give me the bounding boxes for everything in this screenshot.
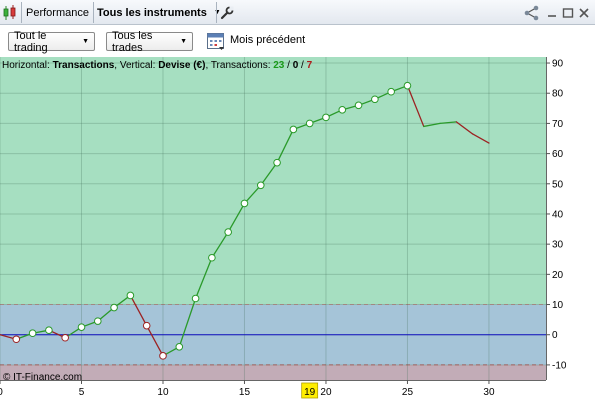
x-tick-label: 25 bbox=[402, 387, 414, 398]
y-tick-label: 50 bbox=[552, 179, 564, 190]
equity-segment bbox=[472, 133, 490, 144]
y-tick-label: 0 bbox=[552, 330, 558, 341]
trade-point[interactable] bbox=[208, 253, 216, 262]
equity-segment bbox=[227, 202, 246, 233]
instrument-selector[interactable]: Tous les instruments ▼ bbox=[97, 1, 221, 24]
x-tick-label: 10 bbox=[157, 387, 169, 398]
trade-point[interactable] bbox=[371, 95, 379, 104]
horizontal-value: Transactions bbox=[53, 60, 115, 71]
vertical-prefix: , Vertical: bbox=[114, 60, 158, 71]
trade-point[interactable] bbox=[289, 125, 298, 134]
equity-segment bbox=[129, 294, 148, 327]
slash-separator: / bbox=[284, 60, 292, 71]
trade-point[interactable] bbox=[305, 119, 314, 128]
x-tick-label: 15 bbox=[239, 387, 251, 398]
x-tick-label: 20 bbox=[320, 387, 332, 398]
equity-segment bbox=[146, 325, 164, 357]
trade-point[interactable] bbox=[256, 181, 265, 190]
trade-point[interactable] bbox=[93, 317, 102, 325]
loss-zone bbox=[0, 364, 546, 380]
trade-point[interactable] bbox=[240, 199, 249, 208]
title-bar: Performance Tous les instruments ▼ bbox=[0, 0, 595, 25]
calendar-icon[interactable] bbox=[206, 31, 226, 54]
trading-filter-label: Tout le trading bbox=[14, 29, 48, 54]
title-separator bbox=[93, 2, 94, 23]
minimize-icon[interactable] bbox=[546, 1, 560, 24]
x-tick-label: 5 bbox=[79, 387, 85, 398]
maximize-icon[interactable] bbox=[562, 1, 576, 24]
close-icon[interactable] bbox=[578, 1, 592, 24]
slash-separator: / bbox=[298, 60, 306, 71]
equity-segment bbox=[178, 297, 197, 348]
y-tick-label: 60 bbox=[552, 149, 564, 160]
transactions-prefix: , Transactions: bbox=[205, 60, 273, 71]
trade-point[interactable] bbox=[354, 101, 363, 110]
y-tick-label: 90 bbox=[552, 59, 564, 70]
instrument-selector-label: Tous les instruments bbox=[97, 6, 207, 19]
transactions-neutral: 0 bbox=[293, 60, 299, 71]
toolbar: Tout le trading ▼ Tous les trades ▼ Mois… bbox=[0, 25, 595, 57]
horizontal-prefix: Horizontal: bbox=[2, 60, 53, 71]
trade-point[interactable] bbox=[322, 113, 330, 122]
wrench-icon[interactable] bbox=[220, 1, 236, 24]
equity-segment bbox=[260, 162, 278, 186]
equity-segment bbox=[194, 257, 213, 300]
y-tick-label: 20 bbox=[552, 270, 564, 281]
y-tick-label: 80 bbox=[552, 89, 564, 100]
transactions-losing: 7 bbox=[307, 60, 313, 71]
equity-segment bbox=[243, 184, 262, 205]
y-tick-label: 30 bbox=[552, 240, 564, 251]
trade-point[interactable] bbox=[175, 342, 184, 351]
y-tick-label: 40 bbox=[552, 209, 564, 220]
trade-point[interactable] bbox=[191, 294, 200, 303]
vertical-value: Devise (€) bbox=[158, 60, 205, 71]
trade-point[interactable] bbox=[28, 329, 37, 338]
trade-point[interactable] bbox=[45, 326, 53, 334]
crosshair-x-label: 19 bbox=[304, 387, 316, 398]
chevron-down-icon: ▼ bbox=[180, 38, 187, 45]
trade-point[interactable] bbox=[142, 321, 151, 330]
transactions-total: 23 bbox=[273, 60, 285, 71]
trade-point[interactable] bbox=[403, 81, 412, 90]
y-tick-label: 10 bbox=[552, 300, 564, 311]
trade-point[interactable] bbox=[159, 352, 167, 360]
equity-segment bbox=[406, 85, 425, 128]
watermark: © IT-Finance.com bbox=[3, 372, 82, 383]
share-icon[interactable] bbox=[523, 1, 543, 24]
equity-segment bbox=[211, 231, 229, 259]
trades-filter-dropdown[interactable]: Tous les trades ▼ bbox=[106, 29, 193, 54]
equity-segment bbox=[439, 121, 458, 125]
y-tick-label: -10 bbox=[552, 360, 567, 371]
trading-filter-dropdown[interactable]: Tout le trading ▼ bbox=[8, 29, 95, 54]
chart-header: Horizontal: Transactions, Vertical: Devi… bbox=[2, 60, 313, 71]
trade-point[interactable] bbox=[338, 106, 347, 114]
equity-segment bbox=[455, 121, 474, 135]
trade-point[interactable] bbox=[61, 333, 69, 342]
trades-filter-label: Tous les trades bbox=[112, 29, 153, 54]
trade-point[interactable] bbox=[387, 87, 395, 96]
title-separator bbox=[216, 2, 217, 23]
trade-point[interactable] bbox=[77, 323, 86, 331]
gain-zone bbox=[0, 57, 546, 305]
equity-segment bbox=[276, 128, 295, 164]
candlestick-icon bbox=[2, 1, 20, 24]
performance-chart: -10010203040506070809005101520253019 Hor… bbox=[0, 57, 567, 399]
trade-point[interactable] bbox=[12, 335, 21, 344]
crosshair-x-highlight bbox=[301, 382, 319, 399]
x-tick-label: 0 bbox=[0, 387, 3, 398]
trade-point[interactable] bbox=[273, 158, 281, 167]
equity-segment bbox=[423, 122, 441, 128]
performance-tab-title: Performance bbox=[26, 6, 89, 19]
title-separator bbox=[21, 2, 22, 23]
chevron-down-icon: ▼ bbox=[82, 38, 89, 45]
trade-point[interactable] bbox=[224, 228, 232, 236]
x-tick-label: 30 bbox=[483, 387, 495, 398]
trade-point[interactable] bbox=[110, 303, 118, 312]
period-selector[interactable]: Mois précédent bbox=[230, 34, 306, 46]
y-tick-label: 70 bbox=[552, 119, 564, 130]
trade-point[interactable] bbox=[126, 291, 135, 300]
chevron-down-icon: ▼ bbox=[213, 9, 221, 16]
